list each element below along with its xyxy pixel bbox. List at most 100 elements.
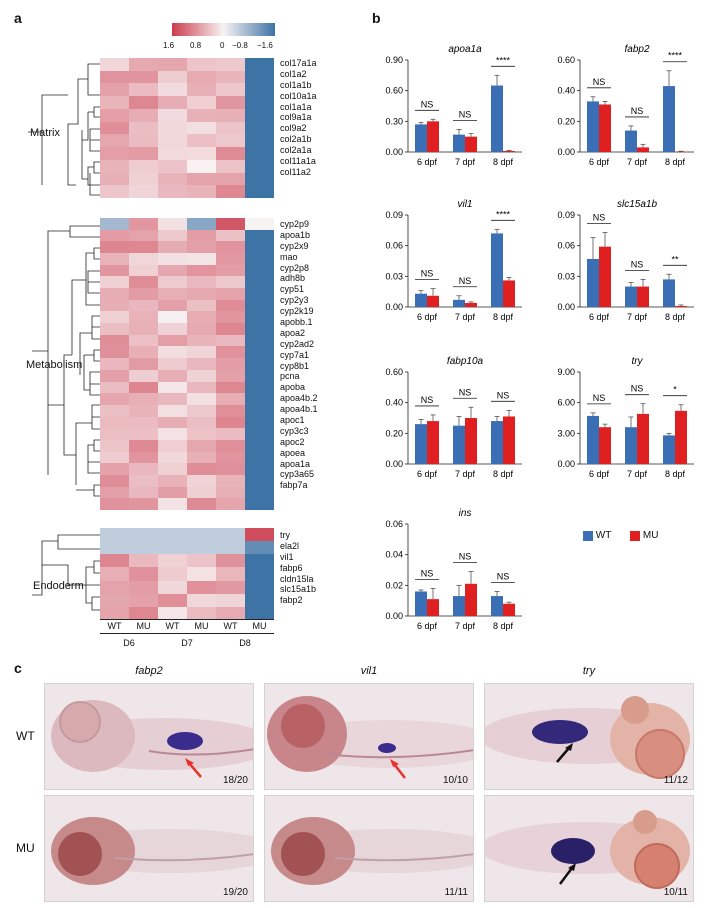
heatmap-cell	[100, 463, 129, 475]
heatmap-cell	[245, 264, 274, 277]
heatmap-cell	[216, 70, 245, 84]
heatmap-cell	[187, 253, 216, 265]
heatmap-cell	[245, 108, 274, 122]
heatmap-cell	[100, 241, 129, 254]
y-tick-label: 0.09	[557, 210, 575, 220]
bar-mu	[675, 410, 687, 464]
group-label-endoderm: Endoderm	[33, 580, 84, 592]
significance-label: ****	[496, 55, 511, 65]
heatmap-cell	[158, 593, 187, 607]
heatmap-cell	[216, 593, 245, 607]
heatmap-cell	[187, 439, 216, 452]
dendrograms	[28, 63, 100, 611]
heatmap-cell	[100, 451, 129, 464]
gene-label: mao	[280, 251, 298, 262]
embryo-image-mu-fabp2: 19/20	[44, 795, 254, 902]
heatmap-cell	[158, 474, 187, 487]
y-tick-label: 3.00	[557, 428, 575, 438]
gene-label: col1a1a	[280, 101, 312, 112]
heatmap-cell	[158, 554, 187, 568]
heatmap-cell	[187, 541, 216, 555]
heatmap-cell	[187, 381, 216, 394]
heatmap-cell	[187, 358, 216, 370]
x-tick-label: 8 dpf	[665, 157, 686, 167]
heatmap-cell	[100, 593, 129, 607]
heatmap-cell	[100, 288, 129, 300]
heatmap-cell	[187, 229, 216, 242]
heatmap-cell	[216, 416, 245, 429]
y-tick-label: 0.03	[557, 271, 575, 281]
heatmap-cell	[216, 346, 245, 359]
heatmap-cell	[245, 486, 274, 499]
bar-mu	[637, 147, 649, 152]
heatmap-cell	[158, 580, 187, 594]
bar-wt	[587, 415, 599, 464]
heatmap-cell	[129, 486, 158, 499]
heatmap-cell	[216, 369, 245, 382]
colorbar	[172, 23, 275, 36]
heatmap-cell	[245, 218, 274, 230]
heatmap-cell	[100, 554, 129, 568]
heatmap-cell	[187, 334, 216, 347]
bar-mu	[465, 302, 477, 307]
bar-mu	[503, 603, 515, 616]
heatmap-cell	[100, 486, 129, 499]
heatmap-cell	[245, 606, 274, 620]
heatmap-cell	[216, 299, 245, 312]
heatmap-cell	[158, 288, 187, 300]
column-title-fabp2: fabp2	[135, 665, 163, 677]
heatmap-cell	[158, 134, 187, 148]
column-label-mu-d6: MU	[136, 621, 151, 631]
heatmap-cell	[129, 172, 158, 186]
heatmap-cell	[216, 528, 245, 542]
x-tick-label: 8 dpf	[493, 621, 514, 631]
x-tick-label: 6 dpf	[589, 469, 610, 479]
column-label-mu-d7: MU	[194, 621, 209, 631]
heatmap-cell	[158, 428, 187, 440]
heatmap-cell	[129, 96, 158, 109]
heatmap-cell	[129, 463, 158, 475]
heatmap-cell	[245, 463, 274, 475]
heatmap-cell	[245, 323, 274, 335]
gene-label: col10a1a	[280, 90, 317, 101]
heatmap-cell	[100, 567, 129, 581]
heatmap-cell	[245, 241, 274, 254]
heatmap-cell	[158, 121, 187, 135]
heatmap-cell	[187, 528, 216, 542]
significance-label: ****	[668, 51, 683, 61]
heatmap-cell	[129, 134, 158, 148]
x-tick-label: 7 dpf	[455, 469, 476, 479]
y-tick-label: 0.00	[557, 459, 575, 469]
gene-label: apoa4b.1	[280, 404, 318, 415]
heatmap-cell	[100, 70, 129, 84]
gene-label: apoa4b.2	[280, 393, 318, 404]
heatmap-cell	[158, 323, 187, 335]
gene-label: cyp51	[280, 284, 305, 295]
heatmap-cell	[216, 58, 245, 71]
heatmap-cell	[129, 404, 158, 417]
y-tick-label: 0.60	[557, 55, 575, 65]
chart-title: fabp10a	[447, 356, 484, 367]
embryo-image-wt-try: 11/12	[484, 683, 694, 790]
heatmap-cell	[187, 96, 216, 109]
heatmap-cell	[216, 498, 245, 510]
y-tick-label: 0.40	[385, 398, 403, 408]
significance-label: NS	[421, 395, 434, 405]
heatmap-cell	[245, 439, 274, 452]
y-tick-label: 0.00	[385, 611, 403, 621]
heatmap-cell	[187, 276, 216, 289]
heatmap-cell	[216, 134, 245, 148]
significance-label: NS	[497, 571, 510, 581]
y-tick-label: 0.60	[385, 86, 403, 96]
heatmap-cell	[216, 451, 245, 464]
heatmap-cell	[100, 393, 129, 405]
bar-mu	[427, 599, 439, 616]
heatmap-cell	[245, 381, 274, 394]
heatmap-cell	[158, 369, 187, 382]
column-label-wt-d8: WT	[223, 621, 238, 631]
heatmap-cell	[216, 121, 245, 135]
gene-label: col9a2	[280, 123, 307, 134]
heatmap-cell	[216, 159, 245, 173]
heatmap-cell	[187, 404, 216, 417]
heatmap-cell	[129, 381, 158, 394]
